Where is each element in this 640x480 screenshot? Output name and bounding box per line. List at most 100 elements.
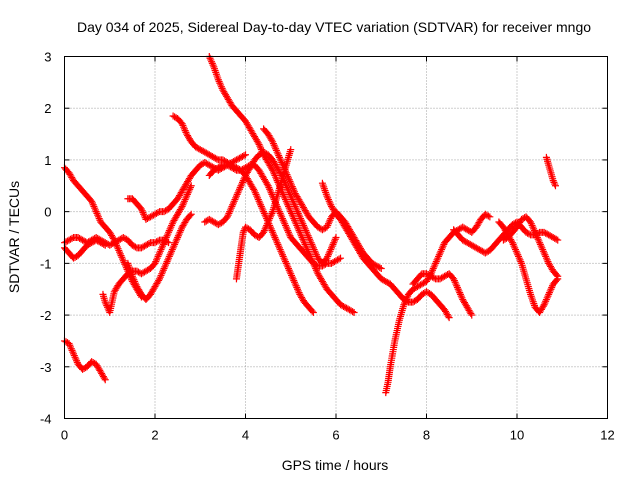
data-point (532, 230, 540, 238)
data-point (229, 165, 237, 173)
data-point (268, 190, 276, 198)
data-point (299, 235, 307, 243)
data-point (292, 204, 300, 212)
data-point (269, 166, 277, 174)
data-point (457, 292, 465, 300)
axis-ticks (64, 56, 608, 419)
data-point (332, 257, 340, 265)
data-point (413, 283, 421, 291)
data-point (234, 155, 242, 163)
data-point (165, 228, 173, 236)
data-point (551, 234, 559, 242)
data-point (266, 187, 274, 195)
data-point (89, 238, 97, 246)
x-tick-label: 8 (423, 428, 430, 443)
data-point (226, 163, 234, 171)
data-point (460, 237, 468, 245)
data-point (130, 276, 138, 284)
data-point (211, 154, 219, 162)
data-point (327, 244, 335, 252)
data-point (237, 182, 245, 190)
data-point (165, 227, 173, 235)
data-point (332, 234, 340, 241)
data-point (275, 152, 283, 160)
data-point (433, 256, 441, 264)
data-point (114, 245, 122, 253)
data-point (154, 237, 162, 245)
data-point (98, 240, 106, 248)
data-point (65, 340, 73, 348)
data-point (226, 206, 234, 214)
data-point (160, 239, 168, 247)
data-point (471, 243, 479, 251)
data-point (260, 227, 268, 235)
data-point (284, 263, 292, 271)
data-point (543, 256, 551, 264)
data-point (231, 165, 239, 173)
data-point (264, 182, 272, 190)
data-point (412, 283, 420, 291)
data-point (291, 188, 299, 196)
data-point (424, 289, 432, 297)
data-point (315, 224, 323, 232)
data-point (298, 218, 306, 226)
data-point (377, 265, 385, 273)
data-point (187, 182, 195, 190)
data-point (280, 164, 288, 172)
data-point (309, 308, 317, 316)
data-point (543, 294, 551, 302)
data-point (438, 244, 446, 252)
data-point (548, 283, 556, 291)
data-point (303, 228, 311, 236)
data-point (161, 263, 169, 271)
data-point (155, 251, 163, 259)
data-point (429, 273, 437, 281)
data-point (445, 314, 453, 322)
data-point (349, 308, 357, 316)
data-point (268, 227, 276, 235)
data-point (542, 252, 550, 260)
data-point (423, 288, 430, 296)
data-point (430, 263, 438, 271)
data-point (510, 242, 518, 250)
data-point (281, 165, 289, 173)
data-point (137, 244, 145, 252)
series-arc-11 (205, 161, 345, 270)
data-point (71, 253, 79, 261)
data-point (541, 299, 549, 307)
data-point (94, 237, 102, 245)
data-point (434, 254, 442, 262)
data-point (117, 252, 125, 260)
data-point (274, 150, 282, 158)
data-point (92, 236, 100, 244)
data-point (173, 235, 181, 243)
data-point (341, 303, 349, 311)
data-point (275, 208, 283, 216)
data-point (177, 225, 185, 233)
data-point (160, 265, 168, 273)
data-point (217, 83, 225, 91)
data-point (551, 180, 559, 188)
chart-title: Day 034 of 2025, Sidereal Day-to-day VTE… (77, 19, 591, 35)
data-point (271, 234, 279, 241)
data-point (67, 343, 75, 351)
data-point (546, 232, 554, 240)
data-point (228, 202, 236, 210)
data-point (297, 215, 305, 223)
data-point (205, 215, 213, 223)
data-point (168, 220, 176, 228)
data-point (240, 175, 248, 183)
data-point (552, 235, 560, 243)
data-point (115, 246, 123, 254)
series-arc-10 (201, 148, 340, 267)
data-point (282, 182, 290, 190)
data-point (467, 310, 475, 318)
data-point (234, 189, 242, 197)
data-point (456, 225, 464, 233)
data-point (441, 272, 449, 280)
data-point (451, 278, 459, 286)
x-tick-label: 0 (61, 428, 68, 443)
data-point (131, 243, 139, 251)
data-point (273, 239, 281, 247)
data-point (258, 204, 266, 212)
